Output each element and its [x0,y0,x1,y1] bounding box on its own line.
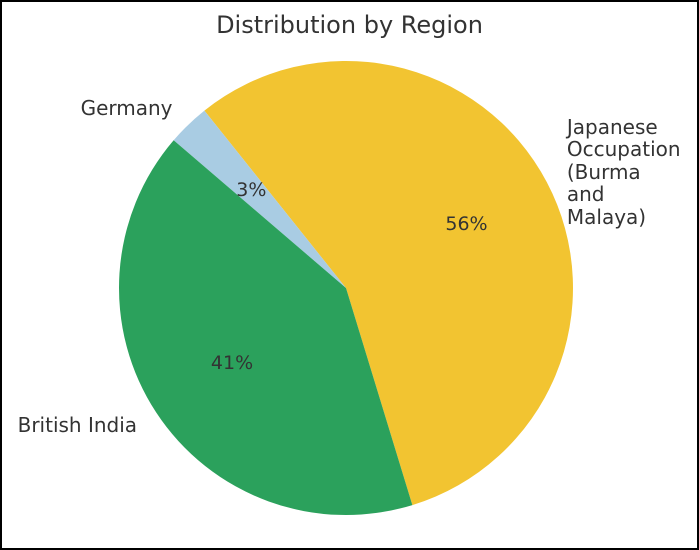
pie-pct-germany: 3% [236,179,267,202]
pie-slice-japanese-occupation-burma-and-malaya [204,61,573,506]
pie-label-line: (Burma [566,159,641,184]
pie-label-japanese-occupation-burma-and-malaya: Japanese Occupation (Burma and Malaya) [567,115,681,228]
pie-label-line: British India [17,412,138,437]
chart-title: Distribution by Region [216,11,483,39]
pie-label-line: Japanese [566,114,658,139]
pie-pct-japanese-occupation-burma-and-malaya: 56% [445,213,488,236]
pie-label-line: Malaya) [566,204,647,229]
pie-label-germany: Germany [81,97,173,120]
pie-slice-germany [173,110,346,288]
pie-label-british-india: British India [18,413,137,436]
pie-label-line: Germany [80,96,173,121]
pie-pct-british-india: 41% [210,351,254,374]
pie-label-line: and [566,181,605,206]
pie-label-line: Occupation [566,136,681,161]
pie-slice-british-india [119,140,413,515]
